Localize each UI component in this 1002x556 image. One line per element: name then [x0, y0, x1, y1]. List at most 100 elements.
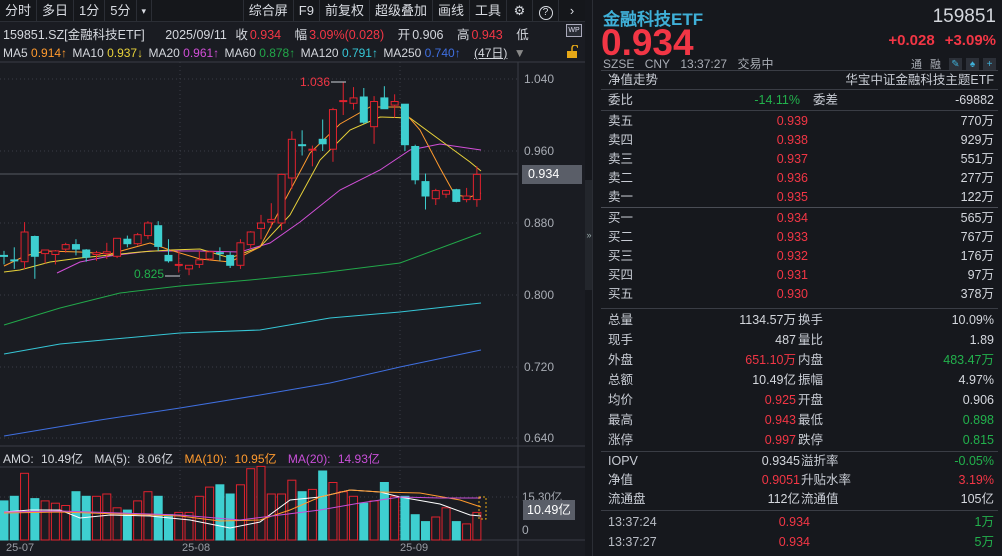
vol-ma5-text: MA(5): [94, 452, 131, 466]
ma10-label: MA10 0.937↓ [72, 46, 144, 60]
bid-price: 0.933 [776, 230, 808, 244]
stat-label: 涨停 [608, 433, 634, 447]
y-tick: 0.720 [524, 360, 555, 374]
stat-row: 现手 487 量比 1.89 [601, 331, 996, 350]
triangle-down-icon[interactable]: ▼ [513, 46, 526, 60]
period-link[interactable]: (47日) [474, 46, 508, 60]
tab-5min[interactable]: 5分 [105, 0, 137, 22]
help-icon[interactable]: ? [533, 0, 559, 22]
tab-multi-day[interactable]: 多日 [37, 0, 75, 22]
draw-line-button[interactable]: 画线 [433, 0, 470, 22]
tick-row: 13:37:27 0.934 5万 [601, 533, 996, 552]
tick-price: 0.934 [778, 535, 810, 549]
change-percent: +3.09% [944, 32, 996, 49]
tab-intraday[interactable]: 分时 [0, 0, 38, 22]
kline-chart[interactable] [0, 60, 585, 556]
stat-row: 总额 10.49亿 振幅 4.97% [601, 371, 996, 390]
ask-price: 0.939 [776, 114, 808, 128]
stat-label: 量比 [798, 333, 824, 347]
forward-adjust-button[interactable]: 前复权 [320, 0, 370, 22]
toolbar-spacer [152, 0, 244, 21]
vol-ma20-label: MA(20): 14.93亿 [288, 452, 384, 466]
quote-actions: 通 融 ✎ ♠ + [911, 56, 996, 72]
ask-price: 0.938 [776, 133, 808, 147]
f9-button[interactable]: F9 [294, 0, 320, 22]
ask-row[interactable]: 卖四 0.938 929万 [601, 131, 996, 150]
change-value: +0.028 [888, 32, 935, 49]
nav-header: 净值走势 华宝中证金融科技主题ETF [601, 72, 996, 89]
composite-screen-button[interactable]: 综合屏 [244, 0, 294, 22]
high-value: 0.943 [471, 28, 503, 42]
open-label: 开 0.906 [398, 28, 449, 42]
stat-value: 1134.57万 [739, 313, 796, 327]
wp-icon[interactable]: WP [566, 24, 582, 37]
bid-row[interactable]: 买四 0.931 97万 [601, 266, 996, 285]
divider [601, 89, 998, 90]
amp-text: 幅 [294, 28, 308, 42]
bid-level-label: 买一 [608, 211, 634, 225]
collapse-panel-handle[interactable]: » [585, 180, 593, 290]
tick-time: 13:37:27 [608, 535, 657, 549]
period-dropdown[interactable]: ▾ [137, 0, 153, 22]
bid-row[interactable]: 买三 0.932 176万 [601, 247, 996, 266]
x-tick: 25-09 [400, 542, 429, 554]
ask-level-label: 卖三 [608, 152, 634, 166]
etf-stat-label: IOPV [608, 454, 638, 468]
ask-row[interactable]: 卖二 0.936 277万 [601, 169, 996, 188]
security-code: 159851 [932, 6, 996, 27]
etf-stat-label: 净值 [608, 473, 634, 487]
plus-icon[interactable]: + [983, 57, 996, 71]
bid-row[interactable]: 买一 0.934 565万 [601, 209, 996, 228]
edit-icon[interactable]: ✎ [949, 57, 962, 71]
ask-row[interactable]: 卖三 0.937 551万 [601, 150, 996, 169]
bid-row[interactable]: 买五 0.930 378万 [601, 285, 996, 304]
ask-price: 0.935 [776, 190, 808, 204]
ask-volume: 551万 [960, 152, 994, 166]
etf-stat-row: 流通盘 112亿 流通值 105亿 [601, 490, 996, 509]
bid-level-label: 买三 [608, 249, 634, 263]
ma5-label: MA5 0.914↑ [3, 46, 68, 60]
tools-button[interactable]: 工具 [470, 0, 507, 22]
bid-row[interactable]: 买二 0.933 767万 [601, 228, 996, 247]
low-label: 低 [516, 28, 529, 42]
tick-price: 0.934 [778, 515, 810, 529]
ma5-value: 0.914↑ [31, 46, 68, 60]
stat-value: 483.47万 [943, 353, 994, 367]
amp-value: 3.09%(0.028) [309, 28, 385, 42]
diff-value: -69882 [955, 93, 994, 107]
ma20-label: MA20 0.961↑ [148, 46, 220, 60]
stat-value: 0.997 [764, 433, 796, 447]
high-label: 高 0.943 [457, 28, 508, 42]
ask-row[interactable]: 卖一 0.935 122万 [601, 188, 996, 207]
stat-value: 0.906 [962, 393, 994, 407]
ask-level-label: 卖五 [608, 114, 634, 128]
stat-row: 总量 1134.57万 换手 10.09% [601, 311, 996, 330]
quote-panel: 金融科技ETF 159851 0.934 +0.028 +3.09% SZSE C… [592, 0, 1002, 556]
chevron-right-icon[interactable]: › [569, 3, 575, 18]
quote-info-line: 159851.SZ[金融科技ETF] 2025/09/11 收 0.934 幅 3.… [3, 24, 534, 42]
etf-stat-label: 流通盘 [608, 492, 646, 506]
stat-row: 涨停 0.997 跌停 0.815 [601, 431, 996, 450]
bell-icon[interactable]: ♠ [966, 57, 979, 71]
triangle-down-icon: ▾ [141, 6, 147, 16]
y-tick: 0.800 [524, 288, 555, 302]
gear-icon[interactable]: ⚙ [507, 0, 533, 22]
stat-label: 总额 [608, 373, 634, 387]
ask-volume: 929万 [960, 133, 994, 147]
current-price-tag: 0.934 [522, 165, 582, 184]
super-overlay-button[interactable]: 超级叠加 [370, 0, 433, 22]
etf-stat-value: 0.9051 [761, 473, 800, 487]
nav-trend-link[interactable]: 净值走势 [608, 73, 659, 87]
divider [601, 70, 998, 71]
stat-value: 4.97% [958, 373, 994, 387]
bid-volume: 565万 [960, 211, 994, 225]
lock-icon[interactable] [566, 45, 578, 58]
stat-value: 0.815 [962, 433, 994, 447]
ma60-label: MA60 0.878↑ [224, 46, 296, 60]
ask-row[interactable]: 卖五 0.939 770万 [601, 112, 996, 131]
tick-volume: 5万 [974, 535, 994, 549]
etf-stat-label: 升贴水率 [801, 473, 852, 487]
y-tick: 1.040 [524, 72, 555, 86]
ask-volume: 277万 [960, 171, 994, 185]
tab-1min[interactable]: 1分 [74, 0, 106, 22]
